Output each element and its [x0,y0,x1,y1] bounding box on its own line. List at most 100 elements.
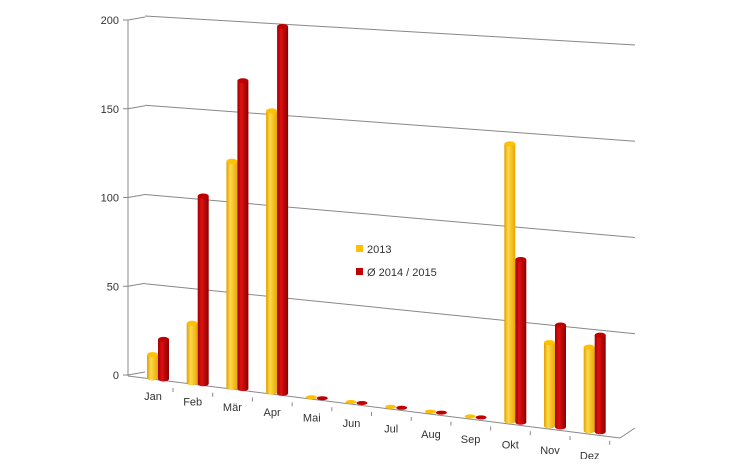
x-tick-label: Aug [421,429,441,441]
bar-avg-Mär [237,78,249,392]
x-tick-label: Sep [461,434,481,446]
bar-body [504,143,516,422]
x-tick-label: Feb [183,396,202,408]
bar-avg-Okt [515,257,527,425]
bar-avg-Feb [197,193,209,387]
bar-top [158,336,169,342]
bar-avg-Aug [435,410,447,415]
bar-avg-Mai [316,396,328,401]
bar-bottom [197,381,209,387]
bar-bottom [515,419,527,425]
x-tick-label: Jan [144,391,162,403]
bar-top [544,340,555,346]
y-tick-label: 0 [113,370,119,382]
bar-avg-Nov [555,322,566,430]
x-tick-label: Mär [223,402,242,414]
bar-flat [316,396,328,401]
bar-top [226,158,238,164]
bar-top [555,322,566,328]
bar-2013-Dez [583,344,595,434]
bar-2013-Jun [345,400,357,404]
bar-body [515,259,527,423]
bar-body [594,335,606,432]
bar-body [544,342,555,426]
bar-flat [435,410,447,415]
bar-2013-Jan [147,352,158,381]
bar-body [583,347,595,431]
bar-top [186,320,198,326]
bar-body [186,323,198,383]
x-tick-label: Apr [264,407,281,419]
y-tick-label: 50 [107,281,119,293]
x-tick-label: Dez [580,450,600,459]
bar-bottom [226,385,238,391]
bar-2013-Feb [186,320,198,386]
x-tick-label: Okt [502,440,519,452]
legend-label-avg: Ø 2014 / 2015 [367,267,437,279]
gridline-side [127,282,146,287]
bar-bottom [158,376,169,382]
bar-top [266,108,278,114]
gridline [144,194,636,238]
bar-avg-Jun [356,401,368,405]
bar-bottom [277,390,289,396]
gridline-side [127,16,146,21]
bar-bottom [147,375,158,381]
gridline [144,104,636,142]
legend: 2013 Ø 2014 / 2015 [356,244,437,279]
bar-bottom [583,428,595,434]
bar-top [237,78,249,84]
gridline [144,15,636,46]
bar-flat [305,395,317,400]
x-tick-label: Nov [540,445,560,457]
y-tick-label: 200 [101,15,119,27]
bar-avg-Apr [277,24,289,396]
bar-top [515,257,527,263]
bar-flat [345,400,357,404]
bar-body [555,325,566,427]
bar-top [594,332,606,338]
floor-edge [619,427,636,439]
bar-flat [475,415,487,420]
legend-label-2013: 2013 [367,244,391,256]
bar-flat [385,404,397,409]
bar-avg-Dez [594,332,606,435]
bar-2013-Nov [544,340,555,429]
bar-avg-Jan [158,336,169,382]
bar-top [197,193,209,199]
bar-body [147,354,158,378]
y-tick-label: 150 [101,104,119,116]
bar-2013-Mär [226,158,238,391]
x-tick-label: Mai [303,413,321,425]
bar-flat [424,409,436,414]
bar-flat [396,405,408,410]
bar-body [197,196,209,384]
bar-body [277,26,289,394]
legend-swatch-avg [356,268,363,275]
bar-body [266,110,278,393]
x-tick-label: Jul [384,423,398,435]
bar-bottom [544,423,555,429]
bar-bottom [237,386,249,392]
x-tick-label: Jun [343,418,361,430]
bar-top [504,141,516,147]
x-axis-line [127,375,621,439]
bar-avg-Sep [475,415,487,420]
bar-bottom [266,389,278,395]
bar-2013-Jul [385,404,397,409]
bar-2013-Apr [266,108,278,395]
gridline-side [127,105,146,110]
bar-body [226,161,238,388]
bar-bottom [504,418,516,424]
bar-bottom [555,424,566,430]
bar-flat [356,401,368,405]
bar-2013-Okt [504,141,516,424]
bar-bottom [186,380,198,386]
bar-2013-Sep [464,414,476,419]
y-tick-label: 100 [101,193,119,205]
bar-2013-Aug [424,409,436,414]
gridline-side [127,371,146,376]
bar-avg-Jul [396,405,408,410]
legend-swatch-2013 [356,245,363,252]
bar-bottom [594,429,606,435]
